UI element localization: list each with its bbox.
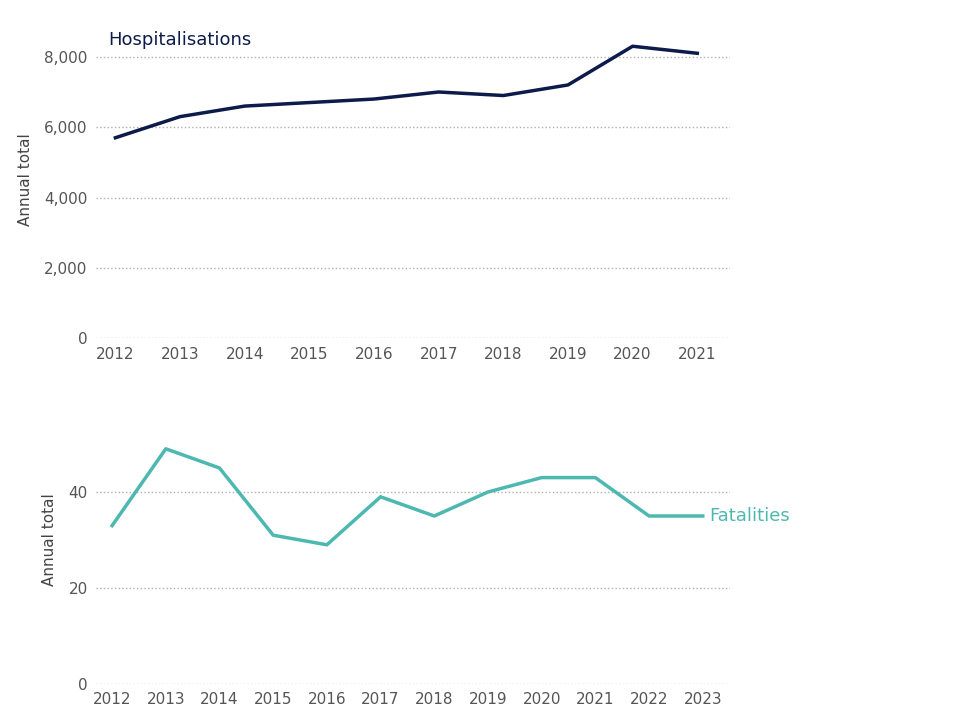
Y-axis label: Annual total: Annual total (18, 134, 33, 226)
Text: Fatalities: Fatalities (709, 507, 790, 525)
Text: Hospitalisations: Hospitalisations (108, 31, 252, 49)
Y-axis label: Annual total: Annual total (42, 494, 58, 586)
